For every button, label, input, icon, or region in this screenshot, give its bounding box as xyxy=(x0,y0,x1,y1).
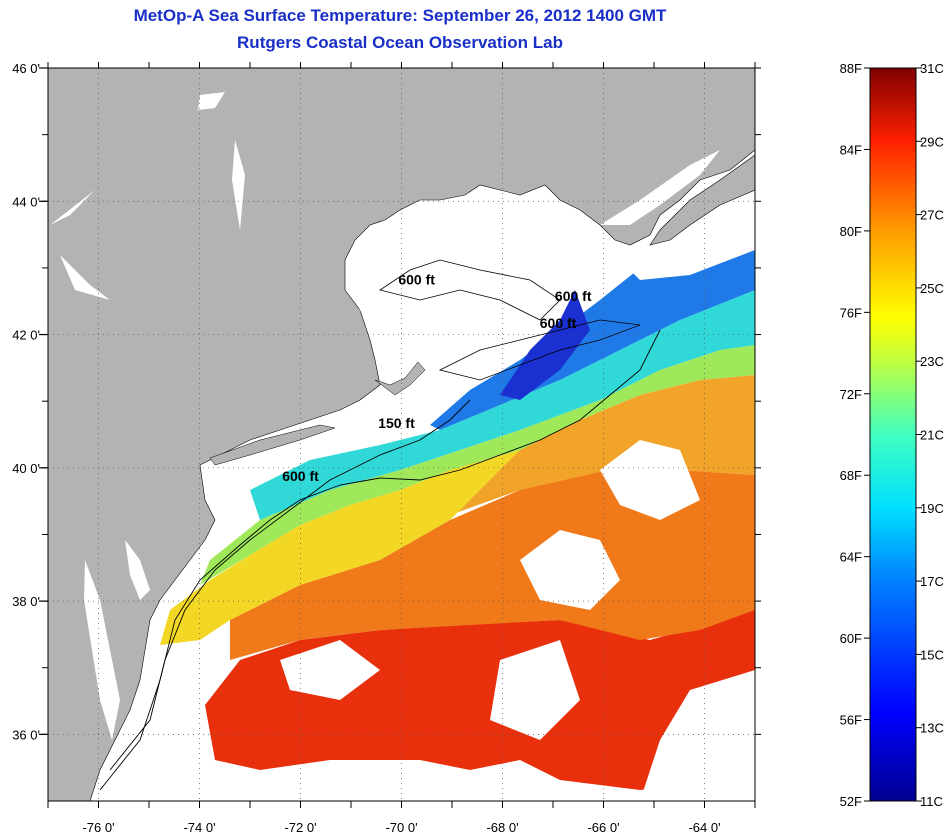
land-nova-scotia xyxy=(649,154,755,246)
colorbar-c-label: 25C xyxy=(920,281,944,296)
map-title: MetOp-A Sea Surface Temperature: Septemb… xyxy=(133,6,667,25)
delaware-bay xyxy=(125,540,150,600)
sst-blue-cold-water xyxy=(430,160,755,430)
map-body: 600 ft 600 ft 600 ft 150 ft 600 ft xyxy=(48,68,755,801)
gulf-of-maine xyxy=(350,200,600,400)
lat-tick-label: 46 0' xyxy=(12,61,40,76)
lon-tick-label: -66 0' xyxy=(587,820,619,835)
colorbar-c-label: 13C xyxy=(920,721,944,736)
long-island xyxy=(209,424,336,466)
isobath-label: 600 ft xyxy=(282,468,319,484)
map-subtitle: Rutgers Coastal Ocean Observation Lab xyxy=(237,33,563,52)
lon-tick-label: -64 0' xyxy=(688,820,720,835)
colorbar-ticks: 88F 84F 80F 76F 72F 68F 64F 60F 56F 52F 31C 29C 27C 2… xyxy=(840,61,944,809)
colorbar-c-label: 27C xyxy=(920,208,944,223)
cape-cod xyxy=(374,361,426,396)
lon-tick-label: -72 0' xyxy=(284,820,316,835)
cloud-gap xyxy=(600,440,700,520)
isobath-150ft xyxy=(109,399,471,771)
cloud-gap xyxy=(640,670,755,801)
sst-deep-blue-water xyxy=(500,290,590,400)
isobath-labels: 600 ft 600 ft 600 ft 150 ft 600 ft xyxy=(282,272,592,485)
lat-tick-label: 38 0' xyxy=(12,594,40,609)
lat-tick-label: 36 0' xyxy=(12,727,40,742)
map-axes: 46 0' 44 0' 42 0' 40 0' 38 0' 36 0' -76 0' -74 … xyxy=(12,61,761,835)
lat-tick-label: 40 0' xyxy=(12,461,40,476)
colorbar-c-label: 21C xyxy=(920,428,944,443)
colorbar-f-label: 84F xyxy=(840,142,862,157)
lon-tick-label: -70 0' xyxy=(385,820,417,835)
sst-green-water xyxy=(200,345,755,585)
lake xyxy=(198,92,225,110)
colorbar-c-label: 23C xyxy=(920,354,944,369)
lon-tick-label: -76 0' xyxy=(82,820,114,835)
graticule xyxy=(48,68,755,801)
bay-of-fundy xyxy=(600,150,720,225)
colorbar-f-label: 52F xyxy=(840,794,862,809)
colorbar xyxy=(869,67,917,802)
colorbar-f-label: 72F xyxy=(840,387,862,402)
colorbar-f-label: 56F xyxy=(840,713,862,728)
cloud-gap xyxy=(240,770,440,801)
colorbar-c-label: 17C xyxy=(920,574,944,589)
lat-tick-label: 44 0' xyxy=(12,194,40,209)
colorbar-f-label: 80F xyxy=(840,224,862,239)
lat-tick-label: 42 0' xyxy=(12,328,40,343)
sst-orange-upper xyxy=(450,375,755,515)
cloud-gap xyxy=(520,530,620,610)
isobath-gulf-maine xyxy=(379,259,561,321)
sst-cyan-water xyxy=(250,290,755,520)
colorbar-f-label: 88F xyxy=(840,61,862,76)
sst-yellow-water xyxy=(160,450,520,645)
chesapeake-bay xyxy=(84,560,120,740)
sst-orange-water xyxy=(230,470,755,660)
colorbar-f-label: 76F xyxy=(840,305,862,320)
colorbar-c-label: 15C xyxy=(920,647,944,662)
land-north-america xyxy=(48,68,755,801)
isobath-label: 150 ft xyxy=(378,415,415,431)
isobath-georges-bank xyxy=(438,319,641,381)
lake xyxy=(232,140,245,230)
isobath-label: 600 ft xyxy=(398,272,435,288)
colorbar-c-label: 31C xyxy=(920,61,944,76)
lon-tick-label: -74 0' xyxy=(183,820,215,835)
colorbar-c-label: 19C xyxy=(920,501,944,516)
lon-tick-label: -68 0' xyxy=(486,820,518,835)
colorbar-c-label: 11C xyxy=(920,794,943,809)
cloud-gap xyxy=(490,640,580,740)
cloud-gap xyxy=(600,190,755,280)
cloud-gap xyxy=(280,640,380,700)
isobath-label: 600 ft xyxy=(540,315,577,331)
colorbar-c-label: 29C xyxy=(920,134,944,149)
colorbar-f-label: 68F xyxy=(840,468,862,483)
isobath-600ft xyxy=(99,329,661,791)
isobath-label: 600 ft xyxy=(555,288,592,304)
colorbar-f-label: 64F xyxy=(840,550,862,565)
lake xyxy=(60,255,110,300)
colorbar-f-label: 60F xyxy=(840,631,862,646)
